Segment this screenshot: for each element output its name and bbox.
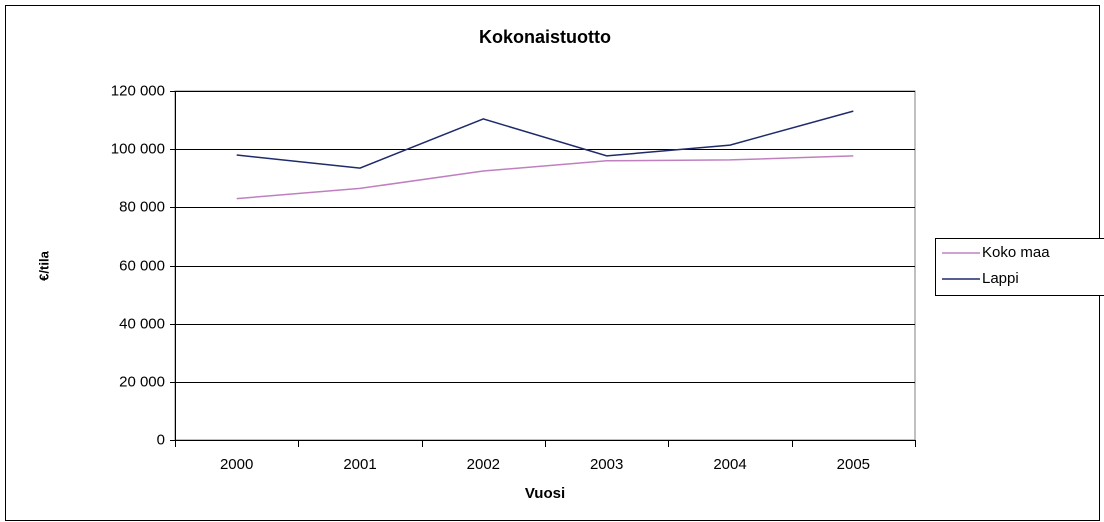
y-tick-label: 100 000 bbox=[111, 140, 165, 157]
data-line bbox=[236, 155, 854, 200]
x-tick-label: 2003 bbox=[590, 456, 623, 473]
y-axis-label: €/tila bbox=[36, 250, 51, 280]
y-tick-label: 20 000 bbox=[119, 373, 165, 390]
legend-label: Lappi bbox=[982, 270, 1019, 287]
x-tick-label: 2000 bbox=[220, 456, 253, 473]
chart-title: Kokonaistuotto bbox=[479, 27, 611, 47]
plot-area bbox=[174, 90, 916, 441]
y-tick-label: 80 000 bbox=[119, 198, 165, 215]
x-axis-label: Vuosi bbox=[525, 485, 565, 502]
x-tick-label: 2001 bbox=[343, 456, 376, 473]
x-tick-label: 2004 bbox=[713, 456, 746, 473]
legend-label: Koko maa bbox=[982, 244, 1050, 261]
x-tick-label: 2002 bbox=[467, 456, 500, 473]
y-tick-label: 0 bbox=[157, 431, 165, 448]
y-tick-label: 120 000 bbox=[111, 82, 165, 99]
x-tick-label: 2005 bbox=[837, 456, 870, 473]
legend-box bbox=[935, 238, 1104, 296]
y-tick-label: 40 000 bbox=[119, 315, 165, 332]
y-tick-label: 60 000 bbox=[119, 257, 165, 274]
data-line bbox=[236, 110, 854, 169]
